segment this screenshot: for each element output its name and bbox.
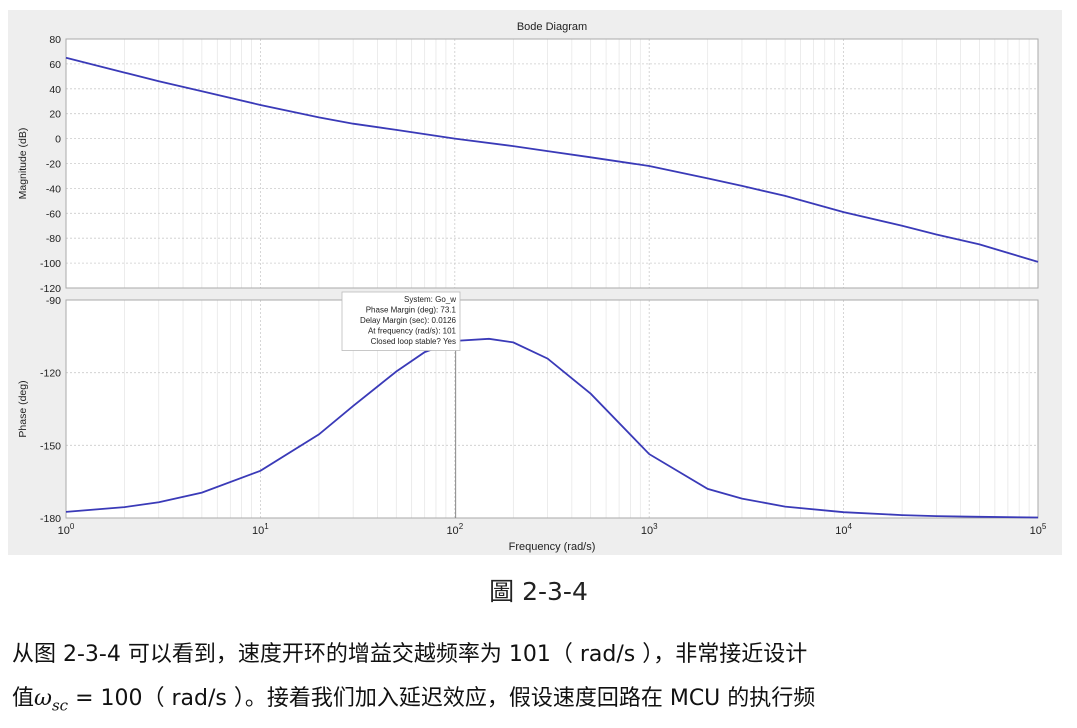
- magnitude-ytick-label: 0: [55, 134, 61, 146]
- xtick-label: 104: [835, 522, 852, 537]
- xtick-label: 101: [252, 522, 269, 537]
- magnitude-ytick-label: 60: [49, 59, 61, 71]
- datatip-box: [341, 291, 461, 351]
- phase-plot-area: [66, 300, 1038, 518]
- xtick-label: 102: [446, 522, 463, 537]
- paragraph-line-2-suffix: = 100（ rad/s ）。接着我们加入延迟效应，假设速度回路在 MCU 的执…: [68, 686, 816, 711]
- magnitude-ytick-label: -20: [46, 159, 61, 171]
- figure-panel: Bode Diagram 80 60 40 20 0 -20 -40 -60 -80 -100 -12…: [8, 10, 1062, 555]
- magnitude-ylabel: Magnitude (dB): [17, 128, 29, 200]
- phase-ytick-label: -150: [40, 440, 61, 452]
- x-axis-label: Frequency (rad/s): [509, 541, 596, 553]
- magnitude-frame: [65, 38, 1039, 289]
- magnitude-ytick-label: -40: [46, 183, 61, 195]
- magnitude-curve: [65, 56, 1039, 263]
- xtick-label: 100: [58, 522, 75, 537]
- magnitude-ytick-label: 80: [49, 34, 61, 46]
- xtick-label: 105: [1030, 522, 1047, 537]
- magnitude-ytick-label: 40: [49, 84, 61, 96]
- phase-ytick-label: -90: [46, 295, 61, 307]
- phase-ylabel: Phase (deg): [17, 380, 29, 437]
- magnitude-ytick-label: -80: [46, 233, 61, 245]
- magnitude-ytick-label: -100: [40, 258, 61, 270]
- magnitude-ytick-label: -60: [46, 208, 61, 220]
- paragraph-line-2-prefix: 值: [12, 686, 35, 711]
- datatip-line: Phase Margin (deg): 73.1: [366, 306, 457, 315]
- phase-ytick-label: -180: [40, 513, 61, 525]
- datatip-line: At frequency (rad/s): 101: [368, 327, 457, 336]
- xtick-label: 103: [641, 522, 658, 537]
- datatip-line: System: Go_w: [404, 295, 456, 304]
- figure-caption: 圖 2-3-4: [489, 577, 588, 606]
- datatip-line: Delay Margin (sec): 0.0126: [360, 316, 457, 325]
- phase-curve: [65, 337, 1039, 519]
- omega-letter: ω: [34, 686, 52, 711]
- paragraph-line-1: 从图 2-3-4 可以看到，速度开环的增益交越频率为 101（ rad/s ），…: [12, 642, 808, 667]
- bode-diagram: Bode Diagram 80 60 40 20 0 -20 -40 -60 -80 -100 -12…: [17, 21, 1047, 553]
- omega-subscript: sc: [51, 696, 69, 715]
- paragraph-line-2: 值ωsc = 100（ rad/s ）。接着我们加入延迟效应，假设速度回路在 M…: [12, 680, 815, 714]
- datatip-line: Closed loop stable? Yes: [371, 337, 456, 346]
- phase-frame: [65, 299, 1039, 519]
- omega-symbol: ωsc: [34, 686, 69, 715]
- phase-ytick-label: -120: [40, 368, 61, 380]
- magnitude-ytick-label: -120: [40, 283, 61, 295]
- magnitude-ytick-label: 20: [49, 109, 61, 121]
- chart-title: Bode Diagram: [517, 21, 587, 33]
